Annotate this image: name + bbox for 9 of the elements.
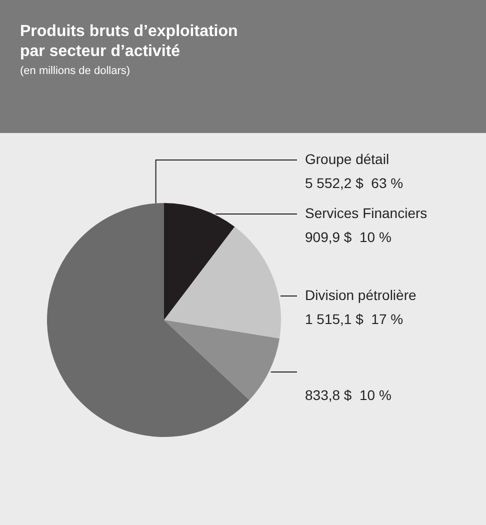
data-label: 833,8 $ 10 % <box>305 386 392 403</box>
data-label: 1 515,1 $ 17 % <box>305 310 404 327</box>
slice-label: Division pétrolière <box>305 286 416 303</box>
chart-title: Produits bruts d’exploitation par secteur d’activité <box>20 22 239 62</box>
data-label: 909,9 $ 10 % <box>305 228 392 245</box>
slice-label: Services Financiers <box>305 204 428 221</box>
data-label: 5 552,2 $ 63 % <box>305 174 404 191</box>
chart-subtitle: (en millions de dollars) <box>20 65 132 77</box>
slice-label: Groupe détail <box>305 150 390 167</box>
